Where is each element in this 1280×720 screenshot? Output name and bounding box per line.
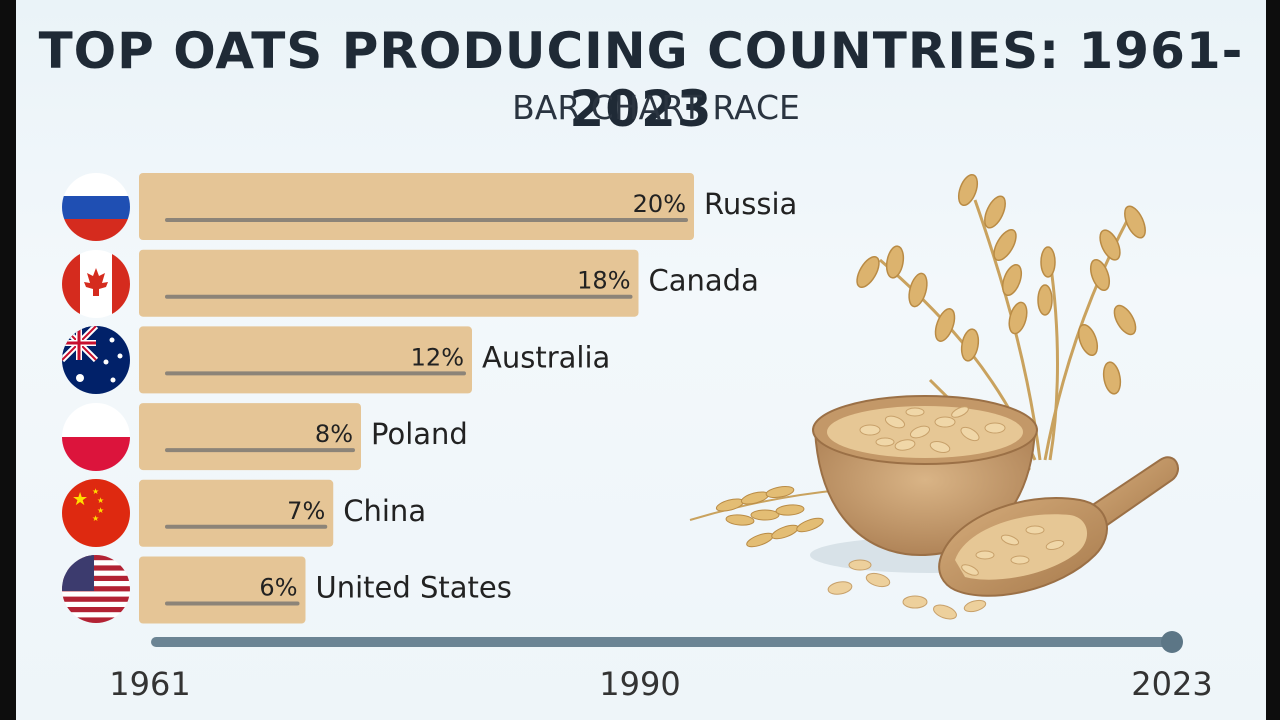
russia-flag-icon: [62, 173, 130, 241]
svg-text:★: ★: [92, 487, 99, 496]
svg-text:★: ★: [92, 514, 99, 523]
svg-text:★: ★: [97, 506, 104, 515]
timeline-label-start: 1961: [109, 665, 190, 703]
china-flag-icon: ★ ★ ★ ★ ★: [62, 479, 130, 547]
bar-label-poland: Poland: [371, 417, 468, 451]
bar-label-canada: Canada: [649, 264, 759, 298]
timeline-label-mid: 1990: [599, 665, 680, 703]
chart-subtitle: BAR CHART RACE: [512, 88, 800, 127]
bar-value-australia: 12%: [411, 343, 464, 371]
canada-flag-icon: [62, 250, 130, 318]
bar-label-russia: Russia: [704, 187, 797, 221]
usa-flag-icon: [62, 555, 130, 623]
bar-label-united-states: United States: [316, 571, 512, 605]
bar-value-united-states: 6%: [259, 574, 297, 602]
bar-value-canada: 18%: [577, 267, 630, 295]
bar-canada: [139, 249, 639, 317]
bar-value-poland: 8%: [315, 420, 353, 448]
australia-flag-icon: [62, 326, 130, 394]
bars-group: 20% Russia 18% Canada 12% Australia 8% Poland 7%…: [139, 173, 797, 624]
timeline-label-end: 2023: [1131, 665, 1212, 703]
oats-bowl-scoop-illustration: [689, 173, 1179, 620]
bar-china: [139, 479, 334, 547]
bar-value-russia: 20%: [633, 190, 686, 218]
bar-poland: [139, 403, 361, 471]
timeline-handle[interactable]: [1161, 631, 1183, 653]
bar-russia: [139, 173, 694, 240]
svg-text:★: ★: [97, 496, 104, 505]
bar-united-states: [139, 556, 306, 624]
bar-label-china: China: [343, 494, 426, 528]
bar-label-australia: Australia: [482, 340, 610, 374]
chart-title: TOP OATS PRODUCING COUNTRIES: 1961-2023: [38, 22, 1244, 138]
bar-value-china: 7%: [287, 497, 325, 525]
poland-flag-icon: [62, 403, 130, 471]
svg-text:★: ★: [72, 489, 88, 510]
bar-australia: [139, 326, 472, 394]
